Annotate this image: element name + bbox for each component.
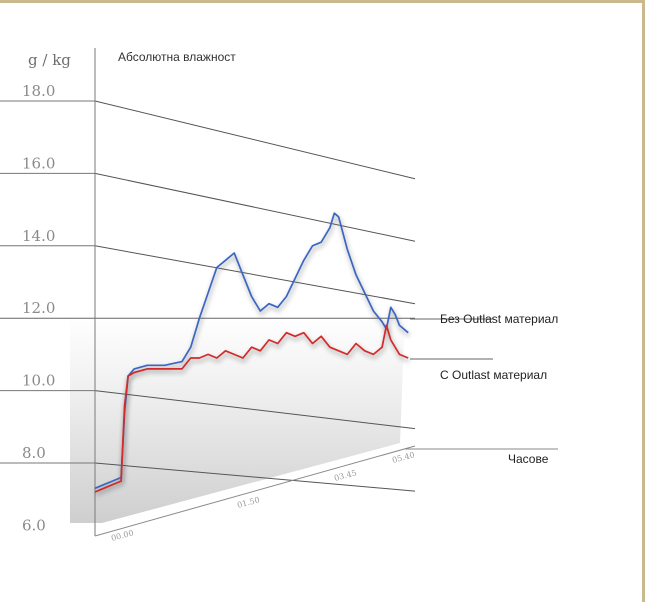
- y-tick-labels: 18.0 16.0 14.0 12.0 10.0 8.0 6.0: [22, 82, 55, 534]
- legend-label-without-outlast: Без Outlast материал: [440, 312, 558, 326]
- y-tick-16.0: 16.0: [22, 154, 55, 172]
- gridlines: [0, 100, 416, 492]
- series-shadow-1: [95, 327, 410, 497]
- y-tick-14.0: 14.0: [22, 227, 55, 245]
- gridline-8: [94, 462, 416, 492]
- chart-title: Абсолютна влажност: [118, 50, 236, 64]
- x-tick-01.50: 01.50: [236, 495, 260, 510]
- legend-label-with-outlast: С Outlast материал: [440, 368, 547, 382]
- data-series: [94, 212, 411, 497]
- gridline-14: [94, 245, 416, 305]
- y-axis-unit-label: g / kg: [28, 51, 71, 69]
- y-tick-8.0: 8.0: [22, 444, 46, 462]
- x-tick-03.45: 03.45: [333, 468, 357, 483]
- series-line-without-outlast: [94, 212, 409, 490]
- x-axis-front: [94, 445, 416, 537]
- y-tick-6.0: 6.0: [22, 516, 46, 534]
- y-tick-10.0: 10.0: [22, 372, 55, 390]
- x-tick-05.40: 05.40: [391, 450, 415, 465]
- gridline-16: [94, 172, 416, 242]
- humidity-chart: 18.016.014.012.010.08.06.0 00.0001.5003.…: [0, 48, 558, 543]
- series-line-with-outlast: [94, 324, 409, 493]
- gridline-18: [94, 100, 416, 180]
- y-tick-12.0: 12.0: [22, 299, 55, 317]
- x-axis-label: Часове: [508, 452, 549, 466]
- gridline-10: [94, 390, 416, 430]
- y-tick-18.0: 18.0: [22, 82, 55, 100]
